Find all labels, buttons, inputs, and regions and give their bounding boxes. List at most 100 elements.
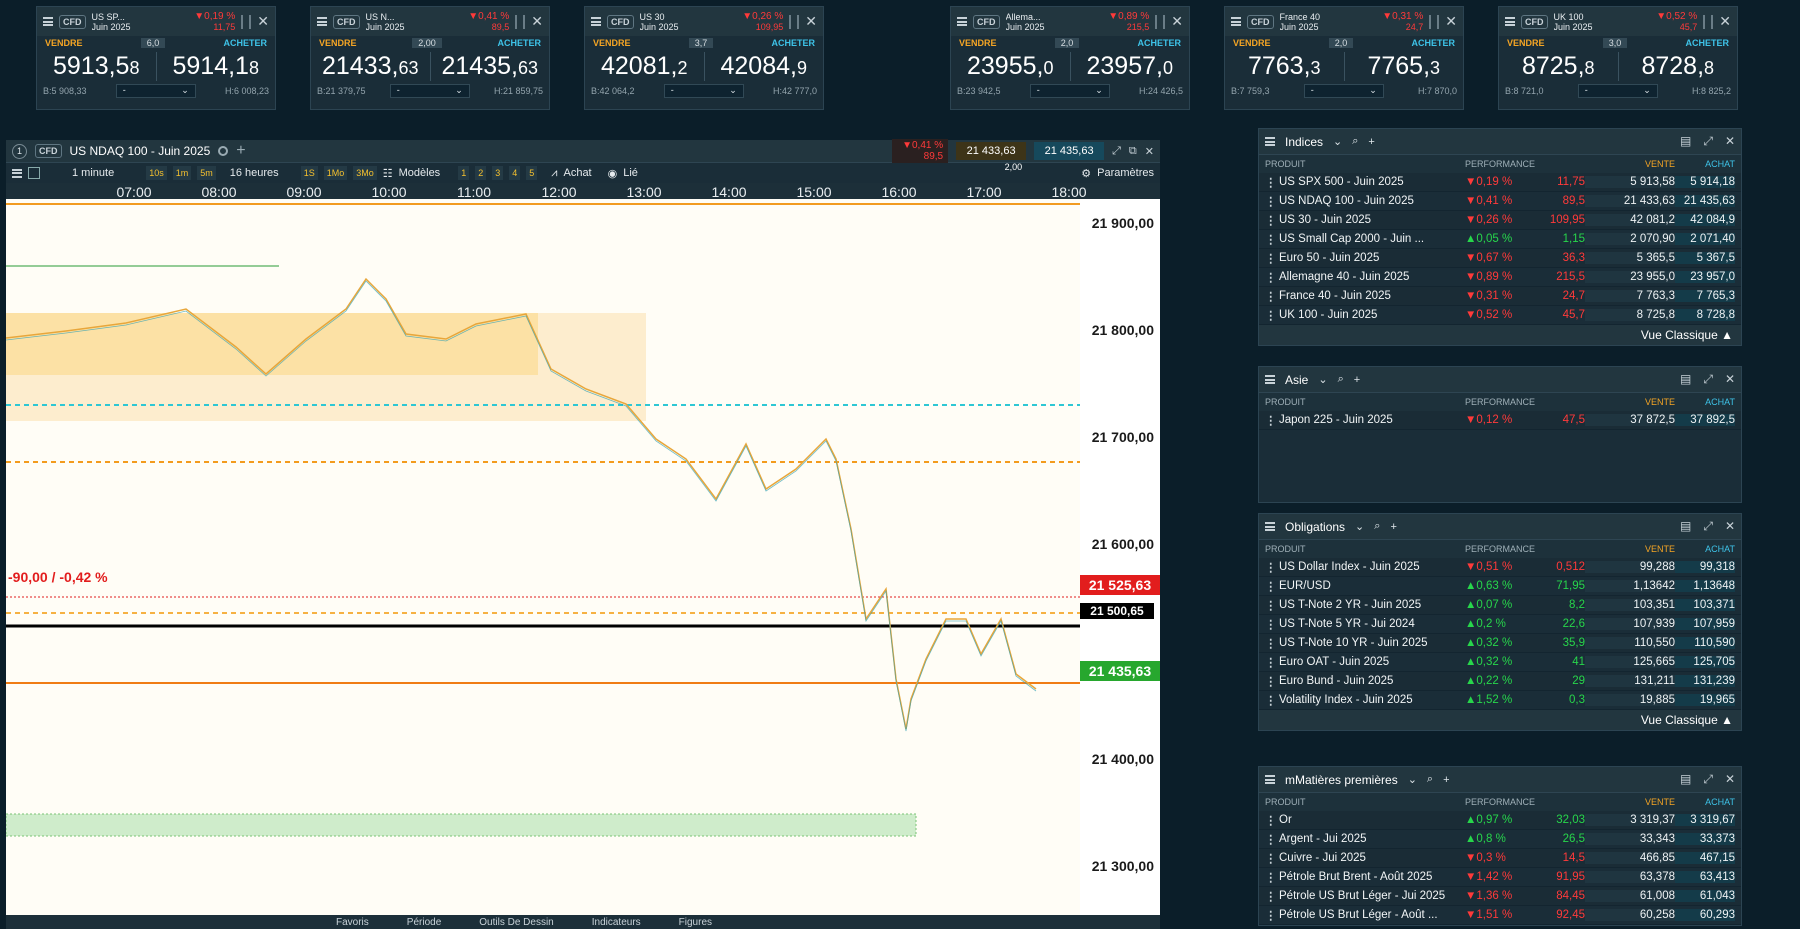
sell-cell[interactable]: 63,378 xyxy=(1585,871,1675,883)
add-tab-icon[interactable]: + xyxy=(236,142,246,159)
preset-1[interactable]: 1 xyxy=(458,166,470,180)
buy-cell[interactable]: 103,371 xyxy=(1675,599,1735,611)
buy-cell[interactable]: 2 071,40 xyxy=(1675,233,1735,245)
chevron-down-icon[interactable]: ⌄ xyxy=(1318,374,1328,386)
bottom-tool-0[interactable]: Favoris xyxy=(336,916,369,928)
sell-cell[interactable]: 103,351 xyxy=(1585,599,1675,611)
bottom-tool-4[interactable]: Figures xyxy=(678,916,713,928)
more-icon[interactable]: ⋮ xyxy=(1265,310,1277,322)
buy-cell[interactable]: 21 435,63 xyxy=(1675,195,1735,207)
close-icon[interactable]: ✕ xyxy=(1171,13,1183,29)
buy-cell[interactable]: 60,293 xyxy=(1675,909,1735,921)
col-product[interactable]: PRODUIT xyxy=(1265,397,1306,407)
buy-price[interactable]: 42084,9 xyxy=(703,51,824,81)
more-icon[interactable]: ⋮ xyxy=(1265,872,1277,884)
sell-cell[interactable]: 3 319,37 xyxy=(1585,814,1675,826)
buy-cell[interactable]: 8 728,8 xyxy=(1675,309,1735,321)
menu-icon[interactable] xyxy=(1505,17,1515,26)
col-performance[interactable]: PERFORMANCE xyxy=(1465,159,1536,169)
quantity-select[interactable]: - ⌄ xyxy=(663,84,744,98)
buy-cell[interactable]: 5 367,5 xyxy=(1675,252,1735,264)
sell-cell[interactable]: 19,885 xyxy=(1585,694,1675,706)
drag-icon[interactable] xyxy=(789,14,800,29)
more-icon[interactable]: ⋮ xyxy=(1265,815,1277,827)
sell-cell[interactable]: 99,288 xyxy=(1585,561,1675,573)
sell-cell[interactable]: 33,343 xyxy=(1585,833,1675,845)
drag-icon[interactable] xyxy=(515,14,526,29)
table-row[interactable]: ⋮ Cuivre - Jui 2025 ▼0,3 % 14,5 466,85 4… xyxy=(1259,849,1741,868)
tile-name[interactable]: UK 100 Juin 2025 xyxy=(1553,11,1593,32)
buy-cell[interactable]: 5 914,18 xyxy=(1675,176,1735,188)
sell-cell[interactable]: 2 070,90 xyxy=(1585,233,1675,245)
buy-price[interactable]: 7765,3 xyxy=(1343,51,1464,81)
buy-cell[interactable]: 63,413 xyxy=(1675,871,1735,883)
more-icon[interactable]: ⋮ xyxy=(1265,657,1277,669)
drag-icon[interactable] xyxy=(1703,14,1714,29)
layout-icon[interactable]: ▤ xyxy=(1679,372,1692,386)
maximize-icon[interactable]: ⤢ xyxy=(1703,134,1713,148)
more-icon[interactable]: ⋮ xyxy=(1265,215,1277,227)
more-icon[interactable]: ⋮ xyxy=(1265,638,1277,650)
settings-button[interactable]: Paramètres xyxy=(1097,167,1154,179)
search-icon[interactable]: ⌕ xyxy=(1337,373,1344,385)
tile-name[interactable]: France 40 Juin 2025 xyxy=(1279,11,1321,32)
classic-view-button[interactable]: Vue Classique ▲ xyxy=(1259,325,1741,345)
close-icon[interactable]: ✕ xyxy=(257,13,269,29)
sell-price[interactable]: 5913,58 xyxy=(53,51,140,80)
sell-price[interactable]: 8725,8 xyxy=(1521,51,1595,80)
table-row[interactable]: ⋮ Or ▲0,97 % 32,03 3 319,37 3 319,67 xyxy=(1259,811,1741,830)
buy-cell[interactable]: 3 319,67 xyxy=(1675,814,1735,826)
table-row[interactable]: ⋮ Volatility Index - Juin 2025 ▲1,52 % 0… xyxy=(1259,691,1741,710)
preset-3[interactable]: 3 xyxy=(492,166,504,180)
tile-name[interactable]: Allema... Juin 2025 xyxy=(1005,11,1045,32)
col-product[interactable]: PRODUIT xyxy=(1265,159,1306,169)
maximize-icon[interactable]: ⤢ xyxy=(1703,372,1713,386)
bottom-tool-2[interactable]: Outils De Dessin xyxy=(479,916,554,928)
drag-icon[interactable] xyxy=(241,14,252,29)
sell-price[interactable]: 7763,3 xyxy=(1247,51,1321,80)
layout-icon[interactable]: ▤ xyxy=(1679,772,1692,786)
sell-cell[interactable]: 37 872,5 xyxy=(1585,414,1675,426)
more-icon[interactable]: ⋮ xyxy=(1265,177,1277,189)
sell-cell[interactable]: 60,258 xyxy=(1585,909,1675,921)
more-icon[interactable]: ⋮ xyxy=(1265,415,1277,427)
menu-icon[interactable] xyxy=(43,17,53,26)
more-icon[interactable]: ⋮ xyxy=(1265,853,1277,865)
close-icon[interactable]: ✕ xyxy=(1724,772,1735,786)
table-row[interactable]: ⋮ Allemagne 40 - Juin 2025 ▼0,89 % 215,5… xyxy=(1259,268,1741,287)
panel-title[interactable]: Obligations xyxy=(1285,519,1346,534)
quantity-select[interactable]: - ⌄ xyxy=(1029,84,1110,98)
add-icon[interactable]: + xyxy=(1390,520,1397,533)
buy-cell[interactable]: 107,959 xyxy=(1675,618,1735,630)
sell-cell[interactable]: 110,550 xyxy=(1585,637,1675,649)
search-icon[interactable]: ⌕ xyxy=(1352,135,1359,147)
panel-title[interactable]: Indices xyxy=(1285,134,1324,149)
buy-cell[interactable]: 1,13648 xyxy=(1675,580,1735,592)
bottom-tool-3[interactable]: Indicateurs xyxy=(591,916,641,928)
chart-buy-price[interactable]: 21 435,63 xyxy=(1034,142,1105,160)
more-icon[interactable]: ⋮ xyxy=(1265,291,1277,303)
col-buy[interactable]: ACHAT xyxy=(1705,397,1735,407)
preset-4[interactable]: 4 xyxy=(509,166,521,180)
menu-icon[interactable] xyxy=(317,17,327,26)
chart-title[interactable]: US NDAQ 100 - Juin 2025 xyxy=(69,144,211,158)
buy-cell[interactable]: 125,705 xyxy=(1675,656,1735,668)
col-performance[interactable]: PERFORMANCE xyxy=(1465,397,1536,407)
more-icon[interactable]: ⋮ xyxy=(1265,253,1277,265)
table-row[interactable]: ⋮ US 30 - Juin 2025 ▼0,26 % 109,95 42 08… xyxy=(1259,211,1741,230)
chevron-down-icon[interactable]: ⌄ xyxy=(1333,136,1343,148)
menu-icon[interactable] xyxy=(591,17,601,26)
linked-button[interactable]: Lié xyxy=(623,167,638,179)
table-row[interactable]: ⋮ US NDAQ 100 - Juin 2025 ▼0,41 % 89,5 2… xyxy=(1259,192,1741,211)
sell-price[interactable]: 42081,2 xyxy=(601,51,688,80)
settings-icon[interactable]: ⚙ xyxy=(1081,167,1092,180)
price-pane[interactable]: -90,00 / -0,42 % xyxy=(6,199,1080,929)
table-row[interactable]: ⋮ EUR/USD ▲0,63 % 71,95 1,13642 1,13648 xyxy=(1259,577,1741,596)
sell-cell[interactable]: 23 955,0 xyxy=(1585,271,1675,283)
col-sell[interactable]: VENTE xyxy=(1644,159,1675,169)
close-icon[interactable]: ✕ xyxy=(1445,13,1457,29)
period-1s[interactable]: 1S xyxy=(300,166,318,180)
sell-cell[interactable]: 131,211 xyxy=(1585,675,1675,687)
buy-price[interactable]: 23957,0 xyxy=(1069,51,1190,81)
menu-icon[interactable] xyxy=(1265,375,1275,384)
